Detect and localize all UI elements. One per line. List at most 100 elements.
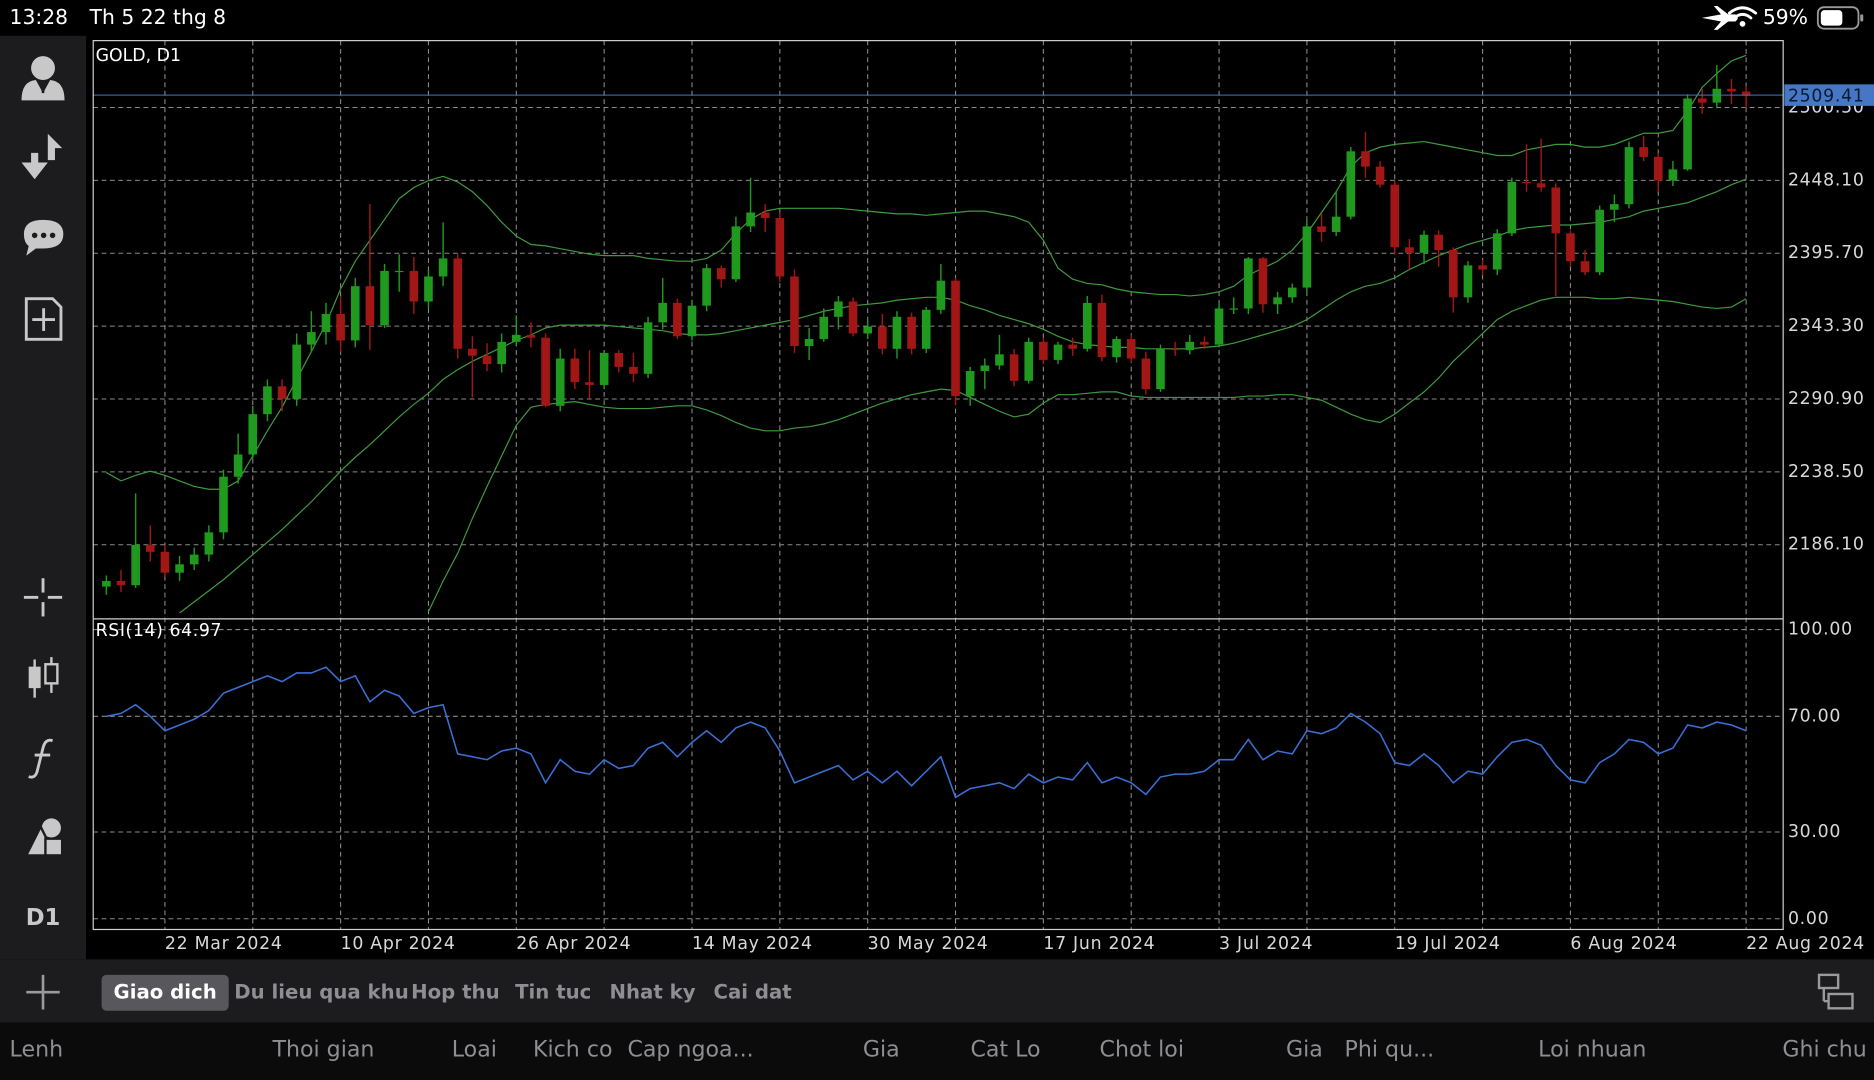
battery-tip	[1860, 14, 1864, 22]
candle-body	[292, 344, 301, 399]
status-date: Th 5 22 thg 8	[89, 5, 226, 29]
tab[interactable]: Du lieu qua khu	[234, 980, 408, 1003]
candle-body	[702, 268, 711, 306]
candle-body	[1317, 226, 1326, 232]
candle-body	[453, 258, 463, 349]
candle-body	[1507, 181, 1517, 234]
candle-body	[1361, 151, 1370, 167]
rsi-tick-label: 30.00	[1788, 822, 1841, 842]
column-header: Cat Lo	[970, 1037, 1040, 1063]
tab[interactable]: Hop thu	[411, 980, 499, 1003]
bollinger-bands	[106, 54, 1747, 614]
candle-body	[1463, 265, 1473, 298]
last-price-label: 2509.41	[1788, 86, 1865, 106]
axes: 22 Mar 2024 10 Apr 2024 26 Apr 2024 14 May …	[93, 84, 1874, 954]
x-tick-label: 22 Mar 2024	[165, 934, 283, 954]
candle-body	[102, 581, 111, 587]
candle-body	[1727, 88, 1736, 92]
candle-body	[424, 276, 433, 302]
candle-body	[233, 454, 243, 477]
chat-icon[interactable]	[23, 219, 64, 256]
toolbar: Giao dich Du lieu qua khu Hop thu Tin tuc Nh…	[0, 959, 1874, 1023]
y-tick-label: 2238.50	[1788, 462, 1865, 482]
candle-body	[1419, 234, 1429, 253]
crosshair-icon[interactable]	[23, 578, 63, 617]
candle-body	[1068, 344, 1077, 349]
candle-body	[365, 286, 375, 326]
candle-body	[1214, 308, 1224, 345]
candle-body	[131, 544, 140, 586]
candle-body	[673, 302, 682, 337]
candle-body	[790, 276, 799, 347]
status-bar: 13:28 Th 5 22 thg 8 59%	[10, 5, 1864, 30]
wifi-icon	[1727, 6, 1758, 20]
y-tick-label: 2343.30	[1788, 316, 1865, 336]
column-header: Thoi gian	[271, 1037, 374, 1063]
tab[interactable]: Tin tuc	[515, 980, 591, 1003]
bollinger-middle	[179, 178, 1747, 614]
x-tick-label: 10 Apr 2024	[341, 934, 456, 954]
rsi-line	[106, 666, 1747, 799]
candle-body	[248, 414, 258, 455]
candle-body	[1053, 344, 1063, 360]
rsi-tick-label: 70.00	[1788, 706, 1841, 726]
x-tick-label: 3 Jul 2024	[1219, 934, 1313, 954]
tab[interactable]: Cai dat	[714, 980, 792, 1003]
candle-body	[321, 314, 331, 333]
candle-body	[1346, 151, 1356, 217]
candle-body	[1024, 341, 1034, 381]
column-header: Phi qu...	[1345, 1037, 1435, 1063]
column-header: Loi nhuan	[1538, 1037, 1646, 1063]
orders-table: Lenh Thoi gian Loai Kich co Cap ngoa... Gia Ca…	[0, 1022, 1874, 1080]
candle-body	[1185, 341, 1195, 351]
tab-active-bg	[101, 974, 229, 1011]
rsi-title: RSI(14) 64.97	[96, 621, 223, 641]
candle-body	[1653, 156, 1663, 181]
rsi	[106, 666, 1747, 799]
candle-body	[1478, 265, 1487, 270]
candle-body	[599, 352, 609, 385]
candle-body	[1405, 247, 1414, 253]
column-header: Ghi chu	[1782, 1037, 1866, 1063]
candle-body	[1580, 261, 1590, 273]
candle-body	[482, 355, 492, 365]
airplane-icon	[1701, 5, 1738, 30]
candle-body	[1492, 233, 1502, 270]
candle-body	[951, 280, 960, 397]
candle-body	[775, 218, 785, 277]
layout-button[interactable]	[1817, 973, 1854, 1010]
chart-type-icon[interactable]	[28, 657, 59, 698]
candle-body	[892, 316, 902, 349]
add-button[interactable]	[26, 974, 60, 1010]
account-icon[interactable]	[21, 56, 65, 101]
candle-body	[1536, 183, 1546, 188]
tab[interactable]: Nhat ky	[610, 980, 696, 1003]
candle-body	[526, 334, 536, 338]
candle-body	[1522, 181, 1531, 184]
candle-body	[277, 386, 287, 399]
grid	[93, 40, 1784, 930]
candle-body	[497, 341, 506, 365]
indicators-icon[interactable]	[28, 738, 54, 779]
candle-body	[614, 352, 624, 367]
candle-body	[834, 301, 843, 317]
candle-body	[1610, 204, 1619, 210]
candle-body	[687, 305, 697, 337]
orders-header-bg	[0, 1022, 1874, 1080]
y-tick-label: 2448.10	[1788, 170, 1865, 190]
trade-icon[interactable]	[21, 133, 63, 180]
candles	[102, 65, 1751, 595]
timeframe-button[interactable]: D1	[26, 905, 61, 931]
candle-body	[1287, 287, 1297, 298]
candle-body	[1244, 258, 1253, 309]
rsi-tick-label: 0.00	[1788, 909, 1829, 929]
toolbar-bg	[0, 959, 1874, 1023]
column-header: Chot loi	[1100, 1037, 1184, 1063]
new-order-icon[interactable]	[24, 297, 63, 341]
candle-body	[438, 258, 448, 277]
tab[interactable]: Giao dich	[114, 980, 217, 1003]
candle-body	[394, 270, 404, 273]
candle-body	[263, 386, 272, 415]
objects-icon[interactable]	[24, 818, 64, 857]
